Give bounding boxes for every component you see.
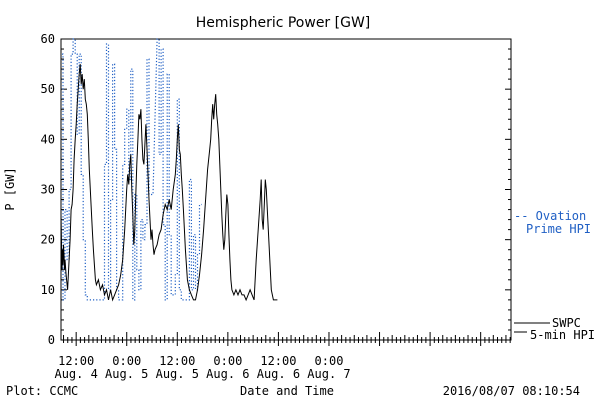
- x-tick-label-time: 0:00: [112, 354, 141, 368]
- footer-right: 2016/08/07 08:10:54: [443, 384, 580, 398]
- series-swpc-line: [60, 64, 278, 302]
- y-tick-label: 60: [41, 32, 55, 46]
- y-tick-label: 30: [41, 183, 55, 197]
- x-axis-label: Date and Time: [240, 384, 334, 398]
- chart-title: Hemispheric Power [GW]: [196, 15, 371, 31]
- footer-left: Plot: CCMC: [6, 384, 78, 398]
- x-tick-label-date: Aug. 6: [257, 367, 300, 381]
- x-tick-label-date: Aug. 5: [105, 367, 148, 381]
- x-tick-label-date: Aug. 5: [156, 367, 199, 381]
- y-axis-label: P [GW]: [3, 167, 17, 210]
- x-tick-label-date: Aug. 4: [54, 367, 97, 381]
- x-tick-label-time: 12:00: [260, 354, 296, 368]
- series-layer: [60, 38, 278, 302]
- plot-frame: [60, 38, 512, 341]
- legend-ovation-line2: Prime HPI: [526, 222, 591, 236]
- legend-swpc-line1: SWPC: [552, 316, 581, 330]
- x-tick-label-date: Aug. 7: [307, 367, 350, 381]
- y-tick-label: 20: [41, 233, 55, 247]
- legend-swpc-line2: 5-min HPI: [530, 328, 595, 342]
- y-tick-label: 0: [48, 333, 55, 347]
- x-tick-label-date: Aug. 6: [206, 367, 249, 381]
- x-tick-label-time: 0:00: [315, 354, 344, 368]
- y-tick-label: 40: [41, 132, 55, 146]
- x-tick-label-time: 12:00: [159, 354, 195, 368]
- legend-swpc: SWPC 5-min HPI: [514, 316, 595, 342]
- x-tick-label-time: 12:00: [58, 354, 94, 368]
- x-tick-label-time: 0:00: [213, 354, 242, 368]
- legend-ovation-line1: -- Ovation: [514, 209, 586, 223]
- y-tick-label: 50: [41, 82, 55, 96]
- y-axis: 0 10 20 30 40 50 60: [41, 32, 511, 347]
- legend-ovation: -- Ovation Prime HPI: [514, 209, 591, 236]
- y-tick-label: 10: [41, 283, 55, 297]
